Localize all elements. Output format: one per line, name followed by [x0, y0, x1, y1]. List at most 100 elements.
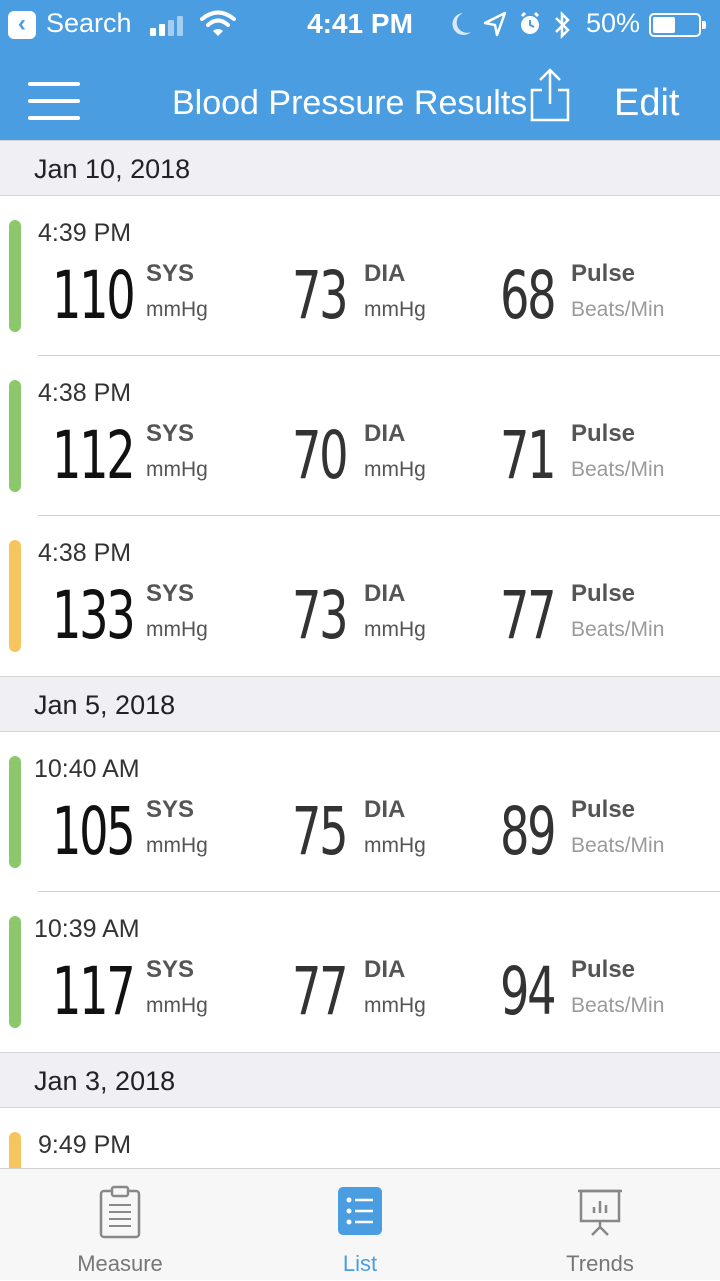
navigation-bar: Blood Pressure Results Edit [0, 50, 720, 140]
reading-row[interactable]: 10:40 AM 105 SYS mmHg 75 DIA mmHg 89 Pulse Beats/… [0, 732, 720, 892]
reading-time: 10:39 AM [34, 915, 140, 943]
systolic-reading: 112 SYS mmHg [0, 420, 720, 492]
reading-row[interactable]: 4:38 PM 112 SYS mmHg 70 DIA mmHg 71 Pulse Beats/M… [0, 356, 720, 516]
pulse-reading: 94 Pulse Beats/Min [0, 956, 720, 1028]
tab-trends-label: Trends [566, 1251, 634, 1276]
pulse-label: Pulse [571, 956, 636, 983]
pulse-unit: Beats/Min [571, 618, 665, 641]
systolic-label: SYS [146, 580, 195, 607]
diastolic-unit: mmHg [364, 994, 426, 1017]
pulse-label: Pulse [571, 580, 636, 607]
systolic-value: 112 [52, 417, 136, 494]
pulse-unit: Beats/Min [571, 298, 665, 321]
row-divider [38, 515, 720, 516]
diastolic-value: 77 [292, 953, 349, 1030]
diastolic-reading: 73 DIA mmHg [0, 260, 720, 332]
pulse-value: 94 [500, 953, 557, 1030]
location-arrow-icon [483, 11, 507, 37]
reading-row[interactable]: 4:39 PM 110 SYS mmHg 73 DIA mmHg 68 Pulse Beats/M… [0, 196, 720, 356]
tab-bar: Measure List Trends [0, 1168, 720, 1280]
status-icons [452, 10, 570, 40]
status-bar: ‹ Search 4:41 PM 50% [0, 0, 720, 50]
diastolic-unit: mmHg [364, 458, 426, 481]
pulse-unit: Beats/Min [571, 834, 665, 857]
systolic-label: SYS [146, 260, 195, 287]
systolic-reading: 117 SYS mmHg [0, 956, 720, 1028]
tab-trends[interactable]: Trends [480, 1169, 720, 1281]
status-color-bar [9, 380, 21, 492]
bluetooth-icon [555, 10, 570, 40]
back-to-search-icon[interactable]: ‹ [8, 11, 36, 39]
date-header: Jan 10, 2018 [0, 140, 720, 196]
diastolic-value: 70 [292, 417, 349, 494]
reading-row[interactable]: 10:39 AM 117 SYS mmHg 77 DIA mmHg 94 Pulse Beats/… [0, 892, 720, 1052]
systolic-reading: 133 SYS mmHg [0, 580, 720, 652]
reading-row[interactable]: 4:38 PM 133 SYS mmHg 73 DIA mmHg 77 Pulse Beats/M… [0, 516, 720, 676]
tab-measure[interactable]: Measure [0, 1169, 240, 1281]
reading-time: 4:38 PM [38, 539, 132, 567]
systolic-unit: mmHg [146, 618, 208, 641]
pulse-label: Pulse [571, 420, 636, 447]
alarm-icon [520, 11, 540, 34]
back-to-search-label[interactable]: Search [46, 8, 132, 38]
clipboard-icon [99, 1185, 141, 1239]
tab-list[interactable]: List [240, 1169, 480, 1281]
presentation-chart-icon [578, 1189, 622, 1236]
diastolic-value: 75 [292, 793, 349, 870]
systolic-value: 105 [52, 793, 136, 870]
pulse-label: Pulse [571, 796, 636, 823]
diastolic-unit: mmHg [364, 834, 426, 857]
diastolic-reading: 77 DIA mmHg [0, 956, 720, 1028]
pulse-value: 71 [500, 417, 557, 494]
pulse-value: 77 [500, 577, 557, 654]
status-color-bar [9, 540, 21, 652]
diastolic-value: 73 [292, 257, 349, 334]
tab-measure-label: Measure [77, 1251, 163, 1276]
battery-percent: 50% [586, 8, 641, 38]
reading-row[interactable]: 9:49 PM [0, 1108, 720, 1168]
reading-time: 10:40 AM [34, 755, 140, 783]
diastolic-reading: 73 DIA mmHg [0, 580, 720, 652]
status-color-bar [9, 220, 21, 332]
pulse-unit: Beats/Min [571, 994, 665, 1017]
diastolic-reading: 75 DIA mmHg [0, 796, 720, 868]
pulse-value: 68 [500, 257, 557, 334]
systolic-label: SYS [146, 796, 195, 823]
systolic-unit: mmHg [146, 458, 208, 481]
date-header: Jan 3, 2018 [0, 1052, 720, 1108]
wifi-icon [200, 10, 236, 36]
pulse-reading: 68 Pulse Beats/Min [0, 260, 720, 332]
diastolic-label: DIA [364, 580, 406, 607]
tab-list-label: List [342, 1251, 378, 1276]
pulse-reading: 77 Pulse Beats/Min [0, 580, 720, 652]
diastolic-label: DIA [364, 260, 406, 287]
diastolic-unit: mmHg [364, 618, 426, 641]
page-title: Blood Pressure Results [172, 84, 528, 122]
date-header: Jan 5, 2018 [0, 676, 720, 732]
systolic-unit: mmHg [146, 834, 208, 857]
list-icon [338, 1187, 382, 1235]
moon-icon [452, 13, 471, 35]
pulse-reading: 71 Pulse Beats/Min [0, 420, 720, 492]
pulse-reading: 89 Pulse Beats/Min [0, 796, 720, 868]
battery-icon [649, 13, 706, 37]
diastolic-reading: 70 DIA mmHg [0, 420, 720, 492]
systolic-unit: mmHg [146, 298, 208, 321]
reading-time: 9:49 PM [38, 1131, 132, 1159]
edit-button[interactable]: Edit [614, 82, 680, 124]
menu-icon[interactable] [28, 82, 80, 122]
systolic-unit: mmHg [146, 994, 208, 1017]
diastolic-label: DIA [364, 956, 406, 983]
status-color-bar [9, 1132, 21, 1168]
diastolic-unit: mmHg [364, 298, 426, 321]
pulse-value: 89 [500, 793, 557, 870]
row-divider [38, 891, 720, 892]
status-color-bar [9, 756, 21, 868]
systolic-value: 110 [52, 257, 136, 334]
systolic-value: 117 [52, 953, 136, 1030]
systolic-label: SYS [146, 956, 195, 983]
pulse-label: Pulse [571, 260, 636, 287]
results-list[interactable]: Jan 10, 2018 4:39 PM 110 SYS mmHg 73 DIA mmHg 68… [0, 140, 720, 1168]
reading-time: 4:39 PM [38, 219, 132, 247]
share-icon[interactable] [528, 68, 572, 124]
